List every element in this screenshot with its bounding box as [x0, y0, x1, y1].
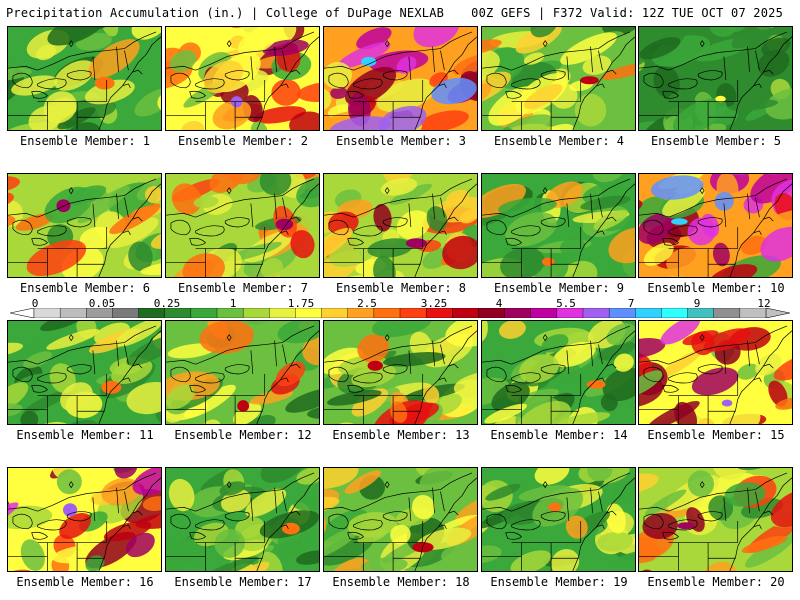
colorbar-tick-label: 1 — [229, 297, 237, 310]
colorbar-tick-label: 9 — [693, 297, 701, 310]
ensemble-member-map-2 — [165, 26, 320, 131]
ensemble-member-map-17 — [165, 467, 320, 572]
model-valid-time: 00Z GEFS | F372 Valid: 12Z TUE OCT 07 20… — [471, 6, 783, 20]
colorbar-swatch — [661, 308, 689, 318]
colorbar-tick-label: 0 — [31, 297, 39, 310]
ensemble-member-map-11 — [7, 320, 162, 425]
ensemble-member-map-19 — [481, 467, 636, 572]
ensemble-member-label: Ensemble Member: 1 — [19, 134, 151, 148]
ensemble-member-label: Ensemble Member: 10 — [647, 281, 785, 295]
ensemble-member-map-7 — [165, 173, 320, 278]
colorbar-swatch — [59, 308, 87, 318]
colorbar-swatch — [242, 308, 270, 318]
ensemble-member-label: Ensemble Member: 17 — [174, 575, 312, 589]
ensemble-member-map-9 — [481, 173, 636, 278]
map-title: Precipitation Accumulation (in.) | Colle… — [6, 6, 445, 20]
ensemble-member-map-5 — [638, 26, 793, 131]
colorbar-swatch — [452, 308, 479, 318]
colorbar-swatch — [582, 308, 610, 318]
precipitation-colorbar — [10, 308, 790, 318]
colorbar-tick-label: 3.25 — [420, 297, 448, 310]
colorbar-swatch — [635, 308, 662, 318]
ensemble-member-map-13 — [323, 320, 478, 425]
ensemble-member-label: Ensemble Member: 16 — [16, 575, 154, 589]
ensemble-member-label: Ensemble Member: 19 — [490, 575, 628, 589]
ensemble-member-label: Ensemble Member: 4 — [493, 134, 625, 148]
ensemble-member-map-12 — [165, 320, 320, 425]
ensemble-member-label: Ensemble Member: 6 — [19, 281, 151, 295]
ensemble-member-map-10 — [638, 173, 793, 278]
ensemble-member-map-3 — [323, 26, 478, 131]
colorbar-min-arrow — [10, 308, 35, 318]
ensemble-member-label: Ensemble Member: 15 — [647, 428, 785, 442]
ensemble-member-label: Ensemble Member: 5 — [650, 134, 782, 148]
colorbar-max-arrow — [765, 308, 790, 318]
ensemble-member-label: Ensemble Member: 8 — [335, 281, 467, 295]
ensemble-member-map-15 — [638, 320, 793, 425]
ensemble-member-map-20 — [638, 467, 793, 572]
colorbar-swatch — [321, 308, 349, 318]
ensemble-member-map-14 — [481, 320, 636, 425]
colorbar-swatch — [687, 308, 715, 318]
colorbar-tick-label: 2.5 — [357, 297, 377, 310]
ensemble-member-label: Ensemble Member: 12 — [174, 428, 312, 442]
colorbar-tick-label: 0.05 — [88, 297, 116, 310]
colorbar-tick-label: 0.25 — [153, 297, 181, 310]
ensemble-member-map-1 — [7, 26, 162, 131]
colorbar-tick-label: 1.75 — [287, 297, 315, 310]
colorbar-swatch — [530, 308, 558, 318]
colorbar-tick-label: 7 — [627, 297, 635, 310]
ensemble-member-map-18 — [323, 467, 478, 572]
ensemble-member-label: Ensemble Member: 13 — [332, 428, 470, 442]
ensemble-member-label: Ensemble Member: 2 — [177, 134, 309, 148]
colorbar-swatch — [713, 308, 741, 318]
ensemble-member-map-8 — [323, 173, 478, 278]
colorbar-swatch — [190, 308, 218, 318]
ensemble-member-label: Ensemble Member: 7 — [177, 281, 309, 295]
colorbar-swatch — [112, 308, 140, 318]
ensemble-member-label: Ensemble Member: 20 — [647, 575, 785, 589]
ensemble-member-map-6 — [7, 173, 162, 278]
colorbar-tick-label: 4 — [495, 297, 503, 310]
ensemble-member-map-16 — [7, 467, 162, 572]
ensemble-member-label: Ensemble Member: 18 — [332, 575, 470, 589]
ensemble-member-label: Ensemble Member: 11 — [16, 428, 154, 442]
colorbar-tick-label: 12 — [757, 297, 771, 310]
colorbar-swatch — [373, 308, 401, 318]
ensemble-member-map-4 — [481, 26, 636, 131]
colorbar-tick-label: 5.5 — [556, 297, 576, 310]
ensemble-member-label: Ensemble Member: 14 — [490, 428, 628, 442]
ensemble-member-label: Ensemble Member: 9 — [493, 281, 625, 295]
ensemble-member-label: Ensemble Member: 3 — [335, 134, 467, 148]
colorbar-swatch — [504, 308, 532, 318]
